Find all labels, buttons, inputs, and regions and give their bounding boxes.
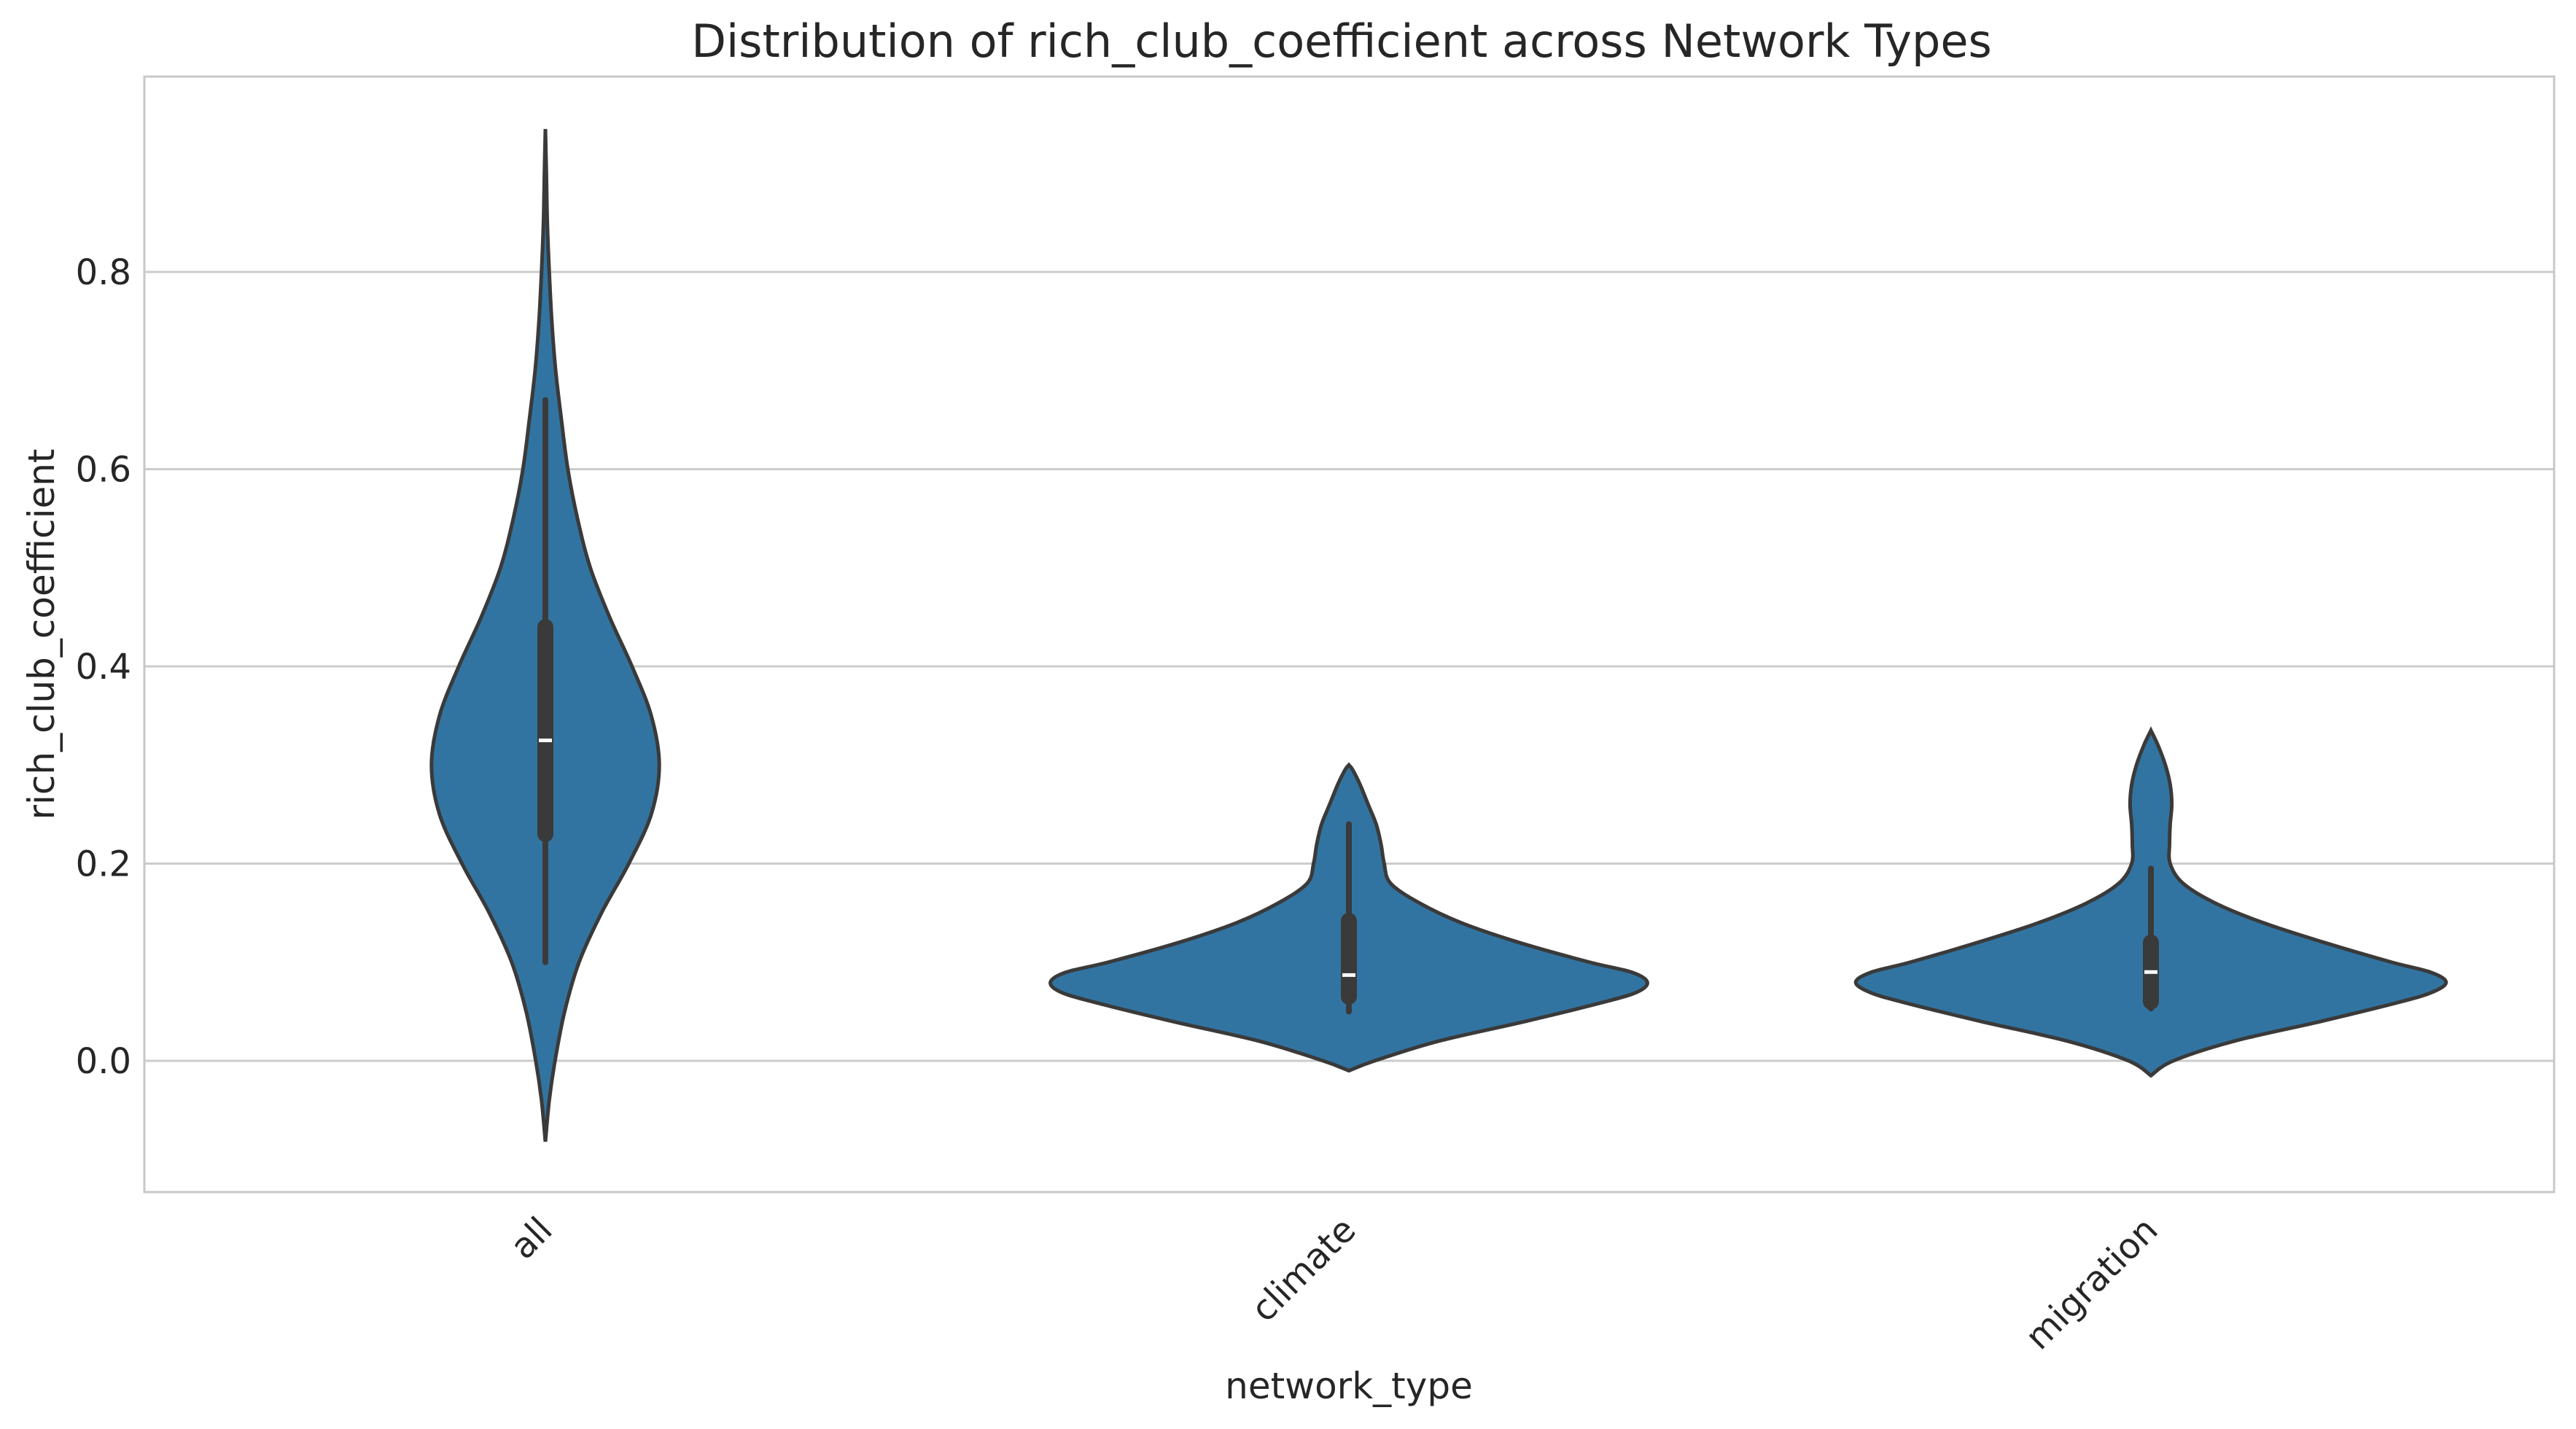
chart-title: Distribution of rich_club_coefficient ac… <box>691 15 1992 68</box>
plot-frame <box>143 75 2556 1194</box>
y-tick-label: 0.8 <box>76 252 131 293</box>
y-tick-label: 0.4 <box>76 647 131 688</box>
y-axis-ticks: 0.0 0.2 0.4 0.6 0.8 <box>76 252 131 1082</box>
y-axis-title: rich_club_coefficient <box>20 448 63 819</box>
x-axis-title: network_type <box>1225 1365 1473 1407</box>
y-tick-label: 0.2 <box>76 844 131 885</box>
y-tick-label: 0.0 <box>76 1041 131 1082</box>
violins <box>429 128 2448 1142</box>
y-tick-label: 0.6 <box>76 450 131 491</box>
